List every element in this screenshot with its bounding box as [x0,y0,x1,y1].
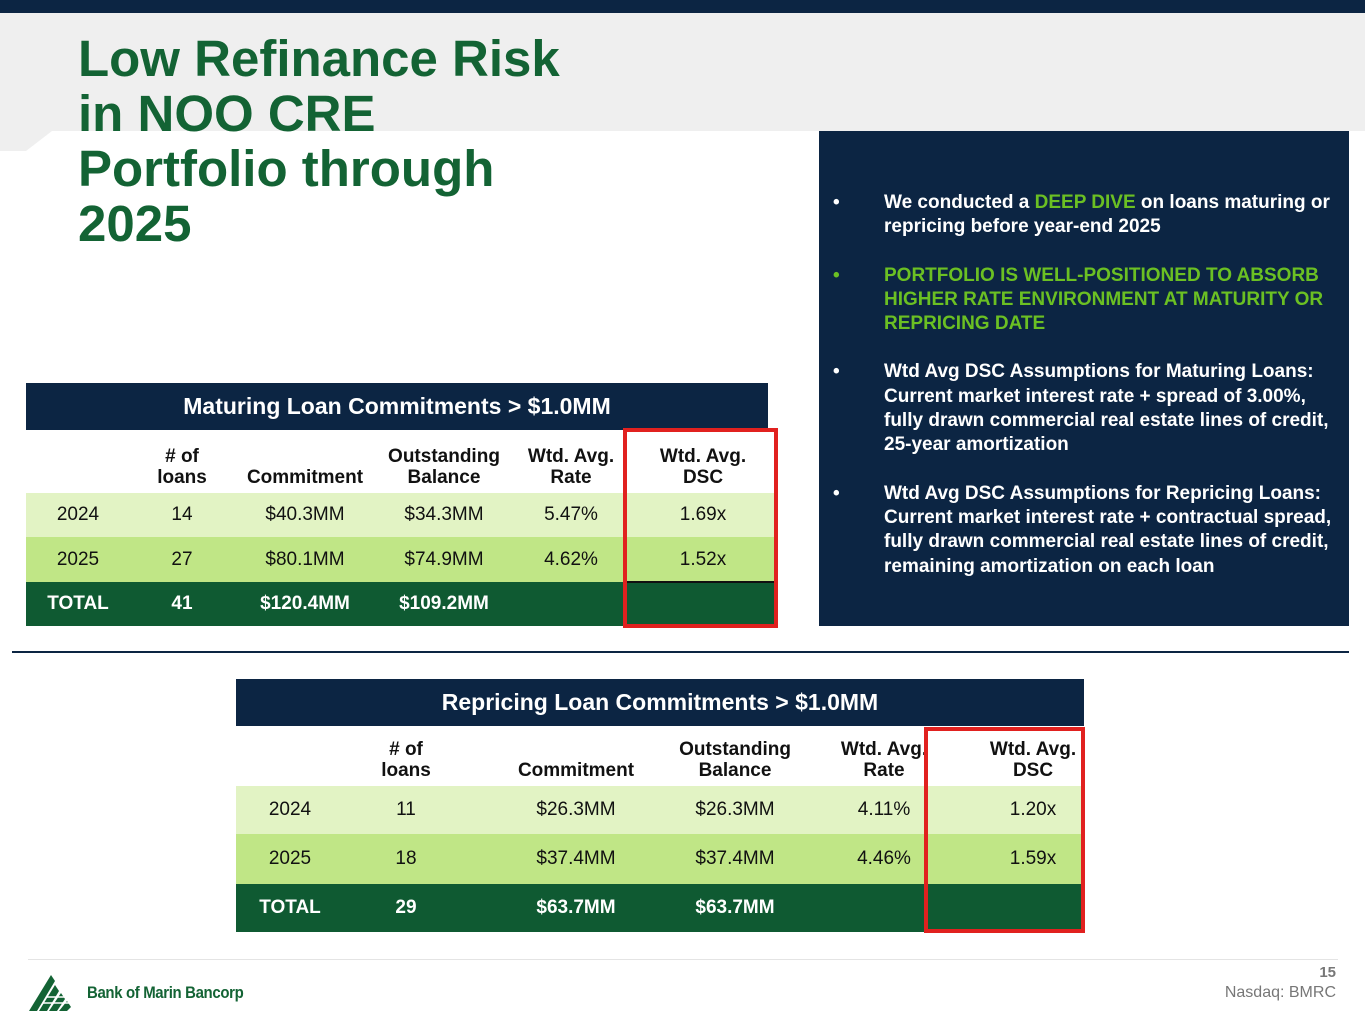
table-header-row: # of loans Commitment Outstanding Balance W… [26,430,776,493]
ticker-label: Nasdaq: BMRC [1224,984,1336,1001]
table-cell: 29 [395,897,417,918]
bullet-deep-dive: • We conducted a DEEP DIVE on loans matu… [833,191,1333,240]
table-row: 2025 27 $80.1MM $74.9MM 4.62% 1.52x [26,537,776,582]
table-cell: $63.7MM [695,897,775,918]
footer-divider [28,959,1338,960]
page-title: Low Refinance Risk in NOO CRE Portfolio … [78,31,638,251]
row-label: 2025 [268,848,312,869]
table-cell: 41 [171,593,193,614]
title-line: Portfolio through [78,140,495,197]
dsc-callout-box [924,727,1085,933]
bullet-dot: • [833,361,840,383]
bullet-repricing-assumptions: • Wtd Avg DSC Assumptions for Repricing … [833,482,1333,579]
deep-dive-highlight: DEEP DIVE [1034,192,1136,213]
bullet-dot: • [833,264,840,286]
row-label: TOTAL [259,897,321,918]
column-header: Wtd. Avg. DSC [989,739,1077,781]
bullet-well-positioned: • PORTFOLIO IS WELL-POSITIONED TO ABSORB… [833,264,1333,337]
table-cell: 11 [396,799,416,820]
column-header: # of loans [157,446,207,488]
table-cell: 27 [171,548,193,570]
table-row: 2024 11 $26.3MM $26.3MM 4.11% 1.20x [236,786,1084,834]
table-cell: $40.3MM [265,504,345,525]
table-cell: 1.20x [1009,799,1057,820]
column-header: Wtd. Avg. Rate [840,739,928,781]
bullet-dot: • [833,482,840,504]
table-cell: 4.11% [857,799,911,820]
row-label: TOTAL [47,593,109,614]
bullet-text: Wtd Avg DSC Assumptions for Repricing Lo… [884,482,1332,577]
column-header: Outstanding Balance [679,739,791,781]
table-cell: $63.7MM [536,897,616,918]
table-title: Repricing Loan Commitments > $1.0MM [236,679,1084,726]
title-line: 2025 [78,195,192,252]
dsc-underline [626,581,774,583]
column-header: Commitment [517,759,635,781]
table-cell: 4.62% [544,548,598,570]
table-cell: $109.2MM [399,593,489,614]
column-header: # of loans [381,739,431,781]
table-cell: 18 [395,848,417,869]
table-cell: $74.9MM [404,548,484,570]
row-label: 2024 [268,799,312,820]
bullet-maturing-assumptions: • Wtd Avg DSC Assumptions for Maturing L… [833,360,1333,457]
logo-text: Bank of Marin Bancorp [87,983,244,1002]
key-points-box: • We conducted a DEEP DIVE on loans matu… [819,131,1349,626]
bank-of-marin-logo: Bank of Marin Bancorp [29,972,269,1014]
bullet-text: PORTFOLIO IS WELL-POSITIONED TO ABSORB H… [884,264,1324,335]
key-points-list: • We conducted a DEEP DIVE on loans matu… [833,191,1333,603]
page-number: 15 [1319,964,1336,981]
bullet-dot: • [833,192,840,213]
table-cell: 14 [171,504,193,525]
column-header [26,430,130,493]
table-cell: $37.4MM [695,848,775,869]
row-label: 2025 [56,548,100,570]
bullet-text: We conducted a [884,192,1035,213]
table-header-row: # of loans Commitment Outstanding Balance W… [236,726,1084,786]
column-header: Wtd. Avg. DSC [659,446,747,488]
dsc-callout-box [623,428,778,628]
table-row: 2024 14 $40.3MM $34.3MM 5.47% 1.69x [26,493,776,537]
header-notch [0,131,52,151]
title-line: Low Refinance Risk [78,30,560,87]
column-header [236,726,344,786]
column-header: Commitment [246,466,364,488]
title-line: in NOO CRE [78,85,376,142]
table-cell: $34.3MM [404,504,484,525]
row-label: 2024 [56,504,100,525]
top-bar [0,0,1365,13]
table-cell: $120.4MM [260,593,350,614]
table-cell: $37.4MM [536,848,616,869]
maturing-loans-table: Maturing Loan Commitments > $1.0MM # of … [26,383,778,628]
table-cell: 1.69x [679,504,727,525]
bullet-text: Wtd Avg DSC Assumptions for Maturing Loa… [884,361,1329,456]
table-cell: 4.46% [857,848,911,869]
table-cell: $80.1MM [265,548,345,570]
table-row: 2025 18 $37.4MM $37.4MM 4.46% 1.59x [236,834,1084,884]
section-divider [12,651,1349,653]
table-total-row: TOTAL 41 $120.4MM $109.2MM [26,582,776,626]
column-header: Outstanding Balance [388,446,500,488]
header-band [0,13,1365,131]
table-title: Maturing Loan Commitments > $1.0MM [26,383,768,430]
logo-mark-icon [29,975,81,1011]
table-cell: $26.3MM [536,799,616,820]
bullet-text: on loans maturing or repricing before ye… [884,192,1330,238]
table-cell: 5.47% [544,504,598,525]
table-cell: 1.52x [679,548,727,570]
repricing-loans-table: Repricing Loan Commitments > $1.0MM # of… [236,679,1085,933]
column-header: Wtd. Avg. Rate [527,446,615,488]
table-total-row: TOTAL 29 $63.7MM $63.7MM [236,884,1084,932]
table-cell: $26.3MM [695,799,775,820]
table-cell: 1.59x [1009,848,1057,869]
